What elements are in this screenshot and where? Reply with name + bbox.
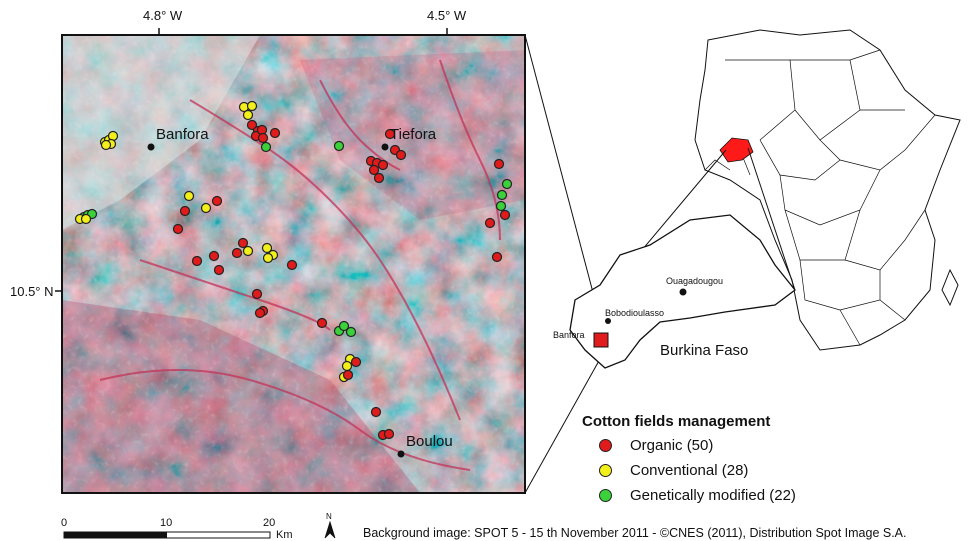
organic-field-point — [316, 317, 328, 329]
north-arrow-icon — [324, 520, 336, 539]
organic-field-point — [208, 250, 220, 262]
organic-field-point — [231, 247, 243, 259]
organic-field-point — [237, 237, 249, 249]
burkina-highlight-africa — [719, 137, 754, 163]
bobodioulasso-marker — [605, 318, 611, 324]
conventional-field-point — [262, 252, 274, 264]
inset-label-banfora: Banfora — [553, 330, 585, 340]
organic-field-point — [493, 158, 505, 170]
organic-field-point — [342, 369, 354, 381]
conventional-field-point — [261, 242, 273, 254]
organic-field-point — [368, 164, 380, 176]
organic-field-point — [246, 119, 258, 131]
tiefora-marker — [381, 143, 389, 151]
scale-tick-20: 20 — [263, 517, 276, 529]
organic-field-point — [179, 205, 191, 217]
organic-field-point — [172, 223, 184, 235]
organic-field-point — [484, 217, 496, 229]
scale-tick-0: 0 — [61, 517, 68, 529]
legend-label-organic: Organic (50) — [630, 437, 714, 454]
gm-field-point — [345, 326, 357, 338]
inset-label-ouagadougou: Ouagadougou — [666, 276, 724, 286]
legend-swatch-gm — [599, 489, 612, 502]
organic-field-point — [384, 128, 396, 140]
organic-field-point — [211, 195, 223, 207]
organic-field-point — [269, 127, 281, 139]
image-credit: Background image: SPOT 5 - 15 th Novembe… — [363, 526, 907, 540]
gm-field-point — [496, 189, 508, 201]
conventional-field-point — [100, 139, 112, 151]
organic-field-point — [286, 259, 298, 271]
inset-label-bobodioulasso: Bobodioulasso — [605, 308, 665, 318]
organic-field-point — [254, 307, 266, 319]
organic-field-point — [257, 132, 269, 144]
legend-label-gm: Genetically modified (22) — [630, 487, 796, 504]
organic-field-point — [370, 406, 382, 418]
organic-field-point — [251, 288, 263, 300]
ouagadougou-marker — [679, 288, 687, 296]
city-label-tiefora: Tiefora — [390, 126, 437, 143]
organic-field-point — [350, 356, 362, 368]
scale-unit: Km — [276, 529, 293, 541]
gm-field-point — [501, 178, 513, 190]
north-label: N — [326, 512, 332, 521]
gm-field-point — [495, 200, 507, 212]
legend-swatch-organic — [599, 439, 612, 452]
conventional-field-point — [246, 100, 258, 112]
latitude-label: 10.5° N — [10, 284, 54, 299]
organic-field-point — [491, 251, 503, 263]
boulou-marker — [397, 450, 405, 458]
city-label-banfora: Banfora — [156, 126, 209, 143]
conventional-field-point — [242, 245, 254, 257]
conventional-field-point — [242, 109, 254, 121]
scale-tick-10: 10 — [160, 517, 173, 529]
organic-field-point — [499, 209, 511, 221]
legend-swatch-conventional — [599, 464, 612, 477]
longitude-label-east: 4.5° W — [427, 8, 467, 23]
legend-item-conventional: Conventional (28) — [599, 462, 748, 479]
longitude-label-west: 4.8° W — [143, 8, 183, 23]
legend-label-conventional: Conventional (28) — [630, 462, 749, 479]
conventional-field-point — [200, 202, 212, 214]
inset-label-country: Burkina Faso — [660, 342, 749, 359]
conventional-field-point — [80, 213, 92, 225]
organic-field-point — [373, 172, 385, 184]
gm-field-point — [338, 320, 350, 332]
legend-item-organic: Organic (50) — [599, 437, 713, 454]
city-label-boulou: Boulou — [406, 433, 453, 450]
banfora-marker — [147, 143, 155, 151]
study-area-square — [593, 332, 609, 348]
gm-field-point — [333, 140, 345, 152]
conventional-field-point — [183, 190, 195, 202]
legend-item-gm: Genetically modified (22) — [599, 487, 796, 504]
organic-field-point — [191, 255, 203, 267]
gm-field-point — [260, 141, 272, 153]
legend-title: Cotton fields management — [582, 413, 771, 430]
organic-field-point — [383, 428, 395, 440]
organic-field-point — [395, 149, 407, 161]
organic-field-point — [213, 264, 225, 276]
organic-field-point — [377, 159, 389, 171]
